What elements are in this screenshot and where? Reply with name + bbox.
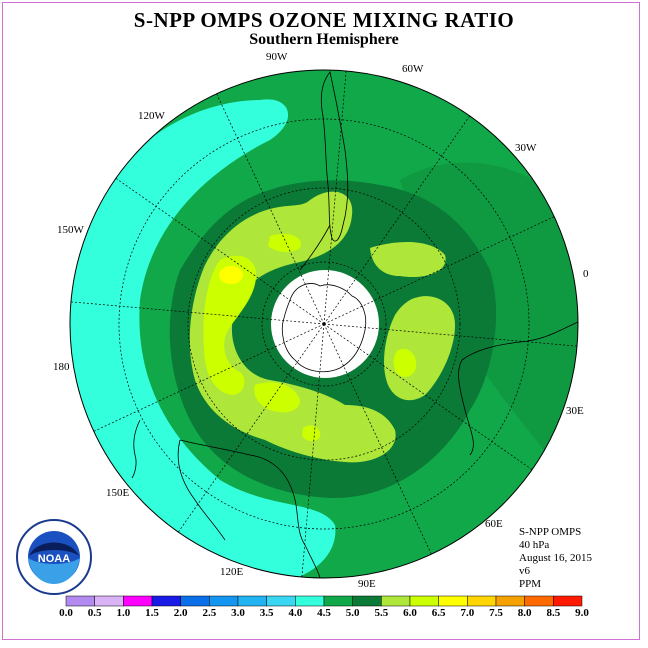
colorbar-swatch — [151, 595, 181, 607]
colorbar-swatches — [65, 595, 583, 607]
ozone-region-6-0-west — [203, 255, 257, 395]
noaa-logo-text: NOAA — [38, 553, 70, 565]
colorbar-swatch — [180, 595, 210, 607]
antarctica-coastline — [281, 283, 367, 373]
longitude-label-0: 0 — [583, 268, 589, 280]
colorbar-tick-label: 2.0 — [173, 607, 188, 619]
latitude-circle-30 — [118, 118, 530, 530]
colorbar-swatch — [438, 595, 468, 607]
colorbar-swatch — [409, 595, 439, 607]
colorbar-tick-label: 3.0 — [231, 607, 245, 619]
colorbar-tick-label: 7.5 — [489, 607, 503, 619]
colorbar-swatch — [65, 595, 95, 607]
colorbar-tick-label: 1.0 — [116, 607, 131, 619]
longitude-label-30w: 30W — [515, 142, 537, 154]
antarctic-peninsula-coastline — [299, 224, 331, 271]
map-boundary — [69, 69, 579, 579]
colorbar-tick-label: 0.0 — [59, 607, 73, 619]
colorbar-swatch — [209, 595, 239, 607]
longitude-label-120e: 120E — [220, 566, 244, 578]
coastlines — [131, 71, 579, 579]
graticule-circles — [118, 118, 530, 530]
date-label: August 16, 2015 — [519, 552, 593, 564]
colorbar-swatch — [237, 595, 267, 607]
ozone-region-3-5-4-0 — [70, 99, 336, 578]
ozone-region-6-0-south — [254, 382, 300, 413]
south-america-coastline — [320, 71, 349, 242]
colorbar-tick-label: 8.5 — [546, 607, 561, 619]
latitude-circle-70 — [261, 261, 387, 387]
longitude-label-30e: 30E — [566, 405, 584, 417]
colorbar-tick-label: 4.0 — [288, 607, 303, 619]
colorbar-swatch — [266, 595, 296, 607]
longitude-label-90e: 90E — [358, 578, 376, 590]
colorbar-swatch — [352, 595, 382, 607]
colorbar-swatch — [323, 595, 353, 607]
ozone-region-6-0-north — [268, 233, 301, 253]
map-title: S-NPP OMPS OZONE MIXING RATIO — [133, 8, 515, 32]
version-label: v6 — [519, 565, 530, 577]
colorbar-swatch — [94, 595, 124, 607]
longitude-label-60w: 60W — [402, 63, 424, 75]
colorbar-tick-label: 5.5 — [374, 607, 389, 619]
colorbar-tick-label: 4.5 — [317, 607, 331, 619]
ozone-region-6-0-east — [393, 348, 417, 377]
ozone-region-6-5-peak — [219, 266, 243, 284]
colorbar-tick-label: 6.5 — [431, 607, 446, 619]
colorbar-tick-label: 7.0 — [460, 607, 475, 619]
longitude-label-150e: 150E — [106, 487, 130, 499]
metadata-block: S-NPP OMPS 40 hPa August 16, 2015 v6 PPM — [519, 526, 592, 591]
ozone-region-6-0-southwest — [302, 425, 321, 442]
colorbar-swatch — [553, 595, 583, 607]
colorbar-swatch — [495, 595, 525, 607]
new-zealand-coastline — [131, 419, 141, 479]
longitude-label-120w: 120W — [138, 110, 165, 122]
map-subtitle: Southern Hemisphere — [249, 31, 399, 48]
colorbar-tick-label: 2.5 — [202, 607, 217, 619]
colorbar-tick-label: 1.5 — [145, 607, 159, 619]
colorbar-tick-label: 8.0 — [517, 607, 532, 619]
colorbar-swatch — [295, 595, 325, 607]
latitude-circle-50 — [187, 187, 461, 461]
colorbar-tick-label: 6.0 — [403, 607, 417, 619]
longitude-label-150w: 150W — [57, 224, 84, 236]
colorbar-tick-label: 9.0 — [575, 607, 589, 619]
units-label: PPM — [519, 578, 542, 590]
colorbar-swatch — [467, 595, 497, 607]
colorbar-tick-label: 0.5 — [87, 607, 102, 619]
longitude-label-90w: 90W — [266, 51, 288, 63]
colorbar-swatch — [381, 595, 411, 607]
noaa-logo-bird — [29, 542, 79, 556]
longitude-label-60e: 60E — [485, 518, 503, 530]
figure-border — [2, 2, 640, 640]
colorbar-tick-label: 5.0 — [345, 607, 360, 619]
pressure-level-label: 40 hPa — [519, 539, 550, 551]
instrument-label: S-NPP OMPS — [519, 526, 582, 538]
noaa-logo: NOAA — [16, 519, 92, 595]
australia-coastline — [177, 439, 321, 579]
colorbar-tick-label: 3.5 — [259, 607, 274, 619]
colorbar-swatch — [524, 595, 554, 607]
colorbar-swatch — [123, 595, 153, 607]
noaa-logo-water — [28, 558, 80, 584]
africa-coastline — [458, 321, 579, 456]
ozone-region-5-5-south — [370, 242, 446, 278]
longitude-label-180: 180 — [53, 361, 70, 373]
